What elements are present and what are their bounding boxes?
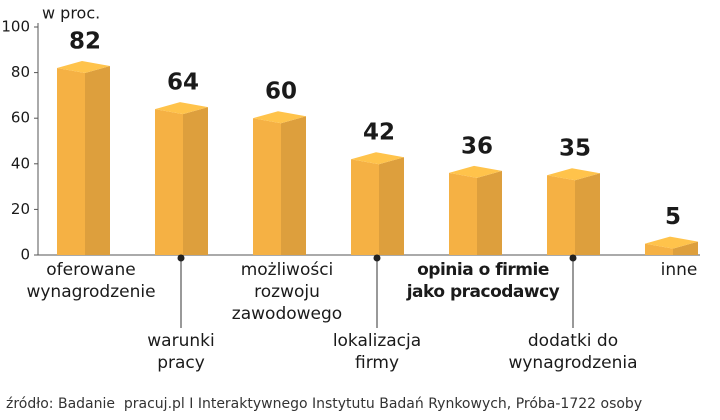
- value-label: 82: [69, 29, 101, 55]
- bar: [351, 159, 379, 255]
- value-label: 35: [559, 136, 591, 162]
- bar: [253, 118, 281, 255]
- bar-top: [253, 111, 306, 124]
- y-tick-label: 60: [11, 109, 30, 127]
- bar-top: [645, 236, 698, 249]
- y-tick-label: 0: [20, 246, 30, 264]
- y-tick-label: 40: [11, 154, 30, 172]
- bar: [547, 175, 575, 255]
- x-tick-label: lokalizacja firmy: [332, 331, 422, 373]
- bar-side: [85, 66, 110, 255]
- bar-side: [673, 241, 698, 255]
- bar-side: [477, 170, 502, 255]
- x-tick-label: inne: [660, 260, 698, 280]
- value-label: 5: [665, 204, 681, 230]
- unit-label: w proc.: [42, 4, 100, 23]
- y-tick-label: 20: [11, 200, 30, 218]
- bar-side: [183, 107, 208, 255]
- y-tick-label: 80: [11, 63, 30, 81]
- x-tick-label: oferowane wynagrodzenie: [26, 260, 156, 302]
- value-label: 64: [167, 70, 199, 96]
- y-tick-label: 100: [1, 18, 30, 36]
- bar: [449, 172, 477, 255]
- x-tick-label: opinia o firmie jako pracodawcy: [406, 260, 560, 302]
- leader-dot: [177, 254, 185, 262]
- value-label: 36: [461, 133, 493, 159]
- bar-top: [57, 61, 110, 74]
- bar-top: [449, 165, 502, 178]
- x-tick-label: dodatki do wynagrodzenia: [508, 331, 638, 373]
- x-tick-label: warunki pracy: [147, 331, 215, 373]
- value-label: 42: [363, 120, 395, 146]
- bar-top: [155, 102, 208, 115]
- bar-side: [281, 116, 306, 255]
- value-label: 60: [265, 79, 297, 105]
- leader-dot: [569, 254, 577, 262]
- bar: [645, 243, 673, 255]
- leader-dot: [373, 254, 381, 262]
- bar: [155, 109, 183, 255]
- bar-top: [547, 168, 600, 181]
- bar-side: [379, 157, 404, 255]
- bar-side: [575, 173, 600, 255]
- x-tick-label: możliwości rozwoju zawodowego: [231, 260, 343, 324]
- source: źródło: Badanie pracuj.pl I Interaktywne…: [6, 396, 643, 412]
- bar: [57, 68, 85, 255]
- bar-top: [351, 152, 404, 165]
